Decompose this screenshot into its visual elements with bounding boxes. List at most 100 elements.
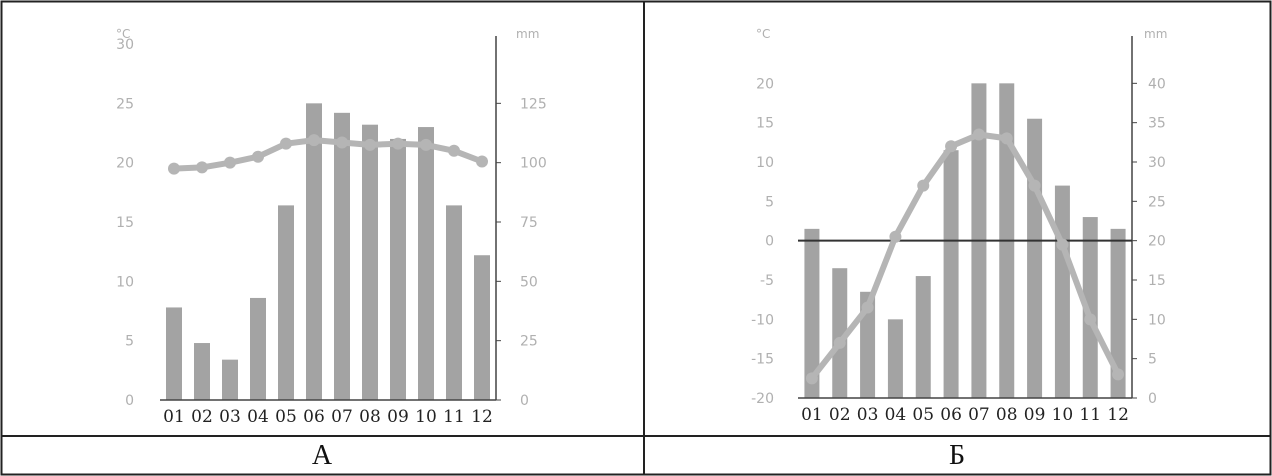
- temperature-point: [917, 179, 930, 192]
- precip-tick-label: 15: [1148, 273, 1166, 289]
- month-label: 08: [996, 405, 1018, 425]
- temp-tick-label: -5: [760, 273, 774, 289]
- temperature-point: [420, 138, 432, 151]
- precip-bar: [860, 291, 876, 398]
- month-label: 02: [829, 405, 851, 425]
- temp-tick-label: -10: [751, 312, 774, 328]
- precip-bar: [1082, 217, 1098, 398]
- climate-chart-b: °C mm -20 -15 -10 -5 0 5 10 15 20 0 5 10 15 20 25 30 35 40 0…: [751, 27, 1167, 425]
- temperature-point: [448, 144, 460, 157]
- month-label: 03: [857, 405, 879, 425]
- temperature-point: [252, 150, 264, 163]
- month-label: 01: [163, 407, 185, 427]
- precip-tick-label: 75: [520, 215, 538, 231]
- temp-tick-label: 20: [116, 156, 134, 172]
- temp-tick-label: 15: [756, 116, 774, 132]
- temperature-point: [833, 336, 846, 349]
- temperature-point: [224, 156, 236, 169]
- temp-tick-label: 20: [756, 76, 774, 92]
- precip-bar: [390, 138, 406, 400]
- month-label: 09: [1024, 405, 1046, 425]
- precip-tick-label: 20: [1148, 234, 1166, 250]
- month-label: 07: [968, 405, 990, 425]
- temperature-point: [476, 155, 488, 168]
- panel-label-a: А: [311, 440, 333, 471]
- precip-tick-label: 40: [1148, 76, 1166, 92]
- temperature-point: [336, 136, 348, 149]
- precip-bar: [943, 150, 959, 398]
- precip-tick-label: 5: [1148, 352, 1157, 368]
- temperature-point: [889, 230, 902, 243]
- temp-tick-label: 15: [116, 215, 134, 231]
- precip-tick-label: 100: [520, 156, 547, 172]
- precip-bar: [804, 228, 820, 398]
- precip-tick-label: 35: [1148, 116, 1166, 132]
- precip-bar: [446, 205, 462, 400]
- precip-bar: [915, 276, 931, 398]
- precip-tick-label: 0: [1148, 391, 1157, 407]
- temp-tick-label: 10: [756, 155, 774, 171]
- temp-tick-label: 30: [116, 37, 134, 53]
- precip-tick-label: 0: [520, 393, 529, 409]
- precip-bar: [194, 343, 210, 400]
- temperature-point: [1000, 132, 1013, 145]
- temperature-point: [1084, 313, 1097, 326]
- month-label: 11: [443, 407, 465, 427]
- month-label: 07: [331, 407, 353, 427]
- precip-bar: [1110, 228, 1126, 398]
- precip-bar: [362, 124, 378, 401]
- precip-bar: [166, 307, 182, 400]
- temperature-point: [308, 134, 320, 147]
- month-label: 01: [801, 405, 823, 425]
- temperature-point: [1112, 368, 1125, 381]
- precip-tick-label: 25: [1148, 194, 1166, 210]
- temp-tick-label: 0: [125, 393, 134, 409]
- panel-label-b: Б: [948, 440, 966, 471]
- temp-unit-label: °C: [756, 27, 770, 41]
- precip-tick-label: 50: [520, 274, 538, 290]
- month-label: 08: [359, 407, 381, 427]
- month-label: 09: [387, 407, 409, 427]
- temp-tick-label: 5: [765, 194, 774, 210]
- precip-tick-label: 30: [1148, 155, 1166, 171]
- temperature-point: [168, 162, 180, 175]
- temp-tick-label: -20: [751, 391, 774, 407]
- month-label: 05: [275, 407, 297, 427]
- temperature-line: [808, 131, 1122, 382]
- precip-tick-label: 10: [1148, 312, 1166, 328]
- temperature-point: [1028, 179, 1041, 192]
- precip-bar: [222, 359, 238, 400]
- month-label: 12: [1107, 405, 1129, 425]
- temp-tick-label: 10: [116, 274, 134, 290]
- month-label: 02: [191, 407, 213, 427]
- month-label: 06: [303, 407, 325, 427]
- temp-tick-label: 5: [125, 334, 134, 350]
- temp-tick-label: 25: [116, 96, 134, 112]
- month-label: 04: [247, 407, 269, 427]
- month-label: 04: [885, 405, 907, 425]
- temperature-point: [805, 372, 818, 385]
- temperature-point: [196, 161, 208, 174]
- temp-tick-label: -15: [751, 352, 774, 368]
- temperature-point: [364, 138, 376, 151]
- precip-bar: [474, 255, 490, 400]
- month-label: 06: [940, 405, 962, 425]
- precip-bar: [887, 319, 903, 398]
- month-label: 10: [415, 407, 437, 427]
- month-label: 10: [1052, 405, 1074, 425]
- precip-bar: [832, 268, 848, 398]
- precip-bar: [1027, 118, 1043, 398]
- precip-unit-label: mm: [516, 27, 539, 41]
- temperature-point: [280, 137, 292, 150]
- temperature-point: [861, 301, 874, 314]
- month-label: 12: [471, 407, 493, 427]
- precip-tick-label: 25: [520, 334, 538, 350]
- precip-bar: [278, 205, 294, 400]
- month-label: 03: [219, 407, 241, 427]
- temperature-line: [171, 137, 485, 172]
- precip-bar: [334, 112, 350, 401]
- precip-unit-label: mm: [1144, 27, 1167, 41]
- temp-tick-label: 0: [765, 234, 774, 250]
